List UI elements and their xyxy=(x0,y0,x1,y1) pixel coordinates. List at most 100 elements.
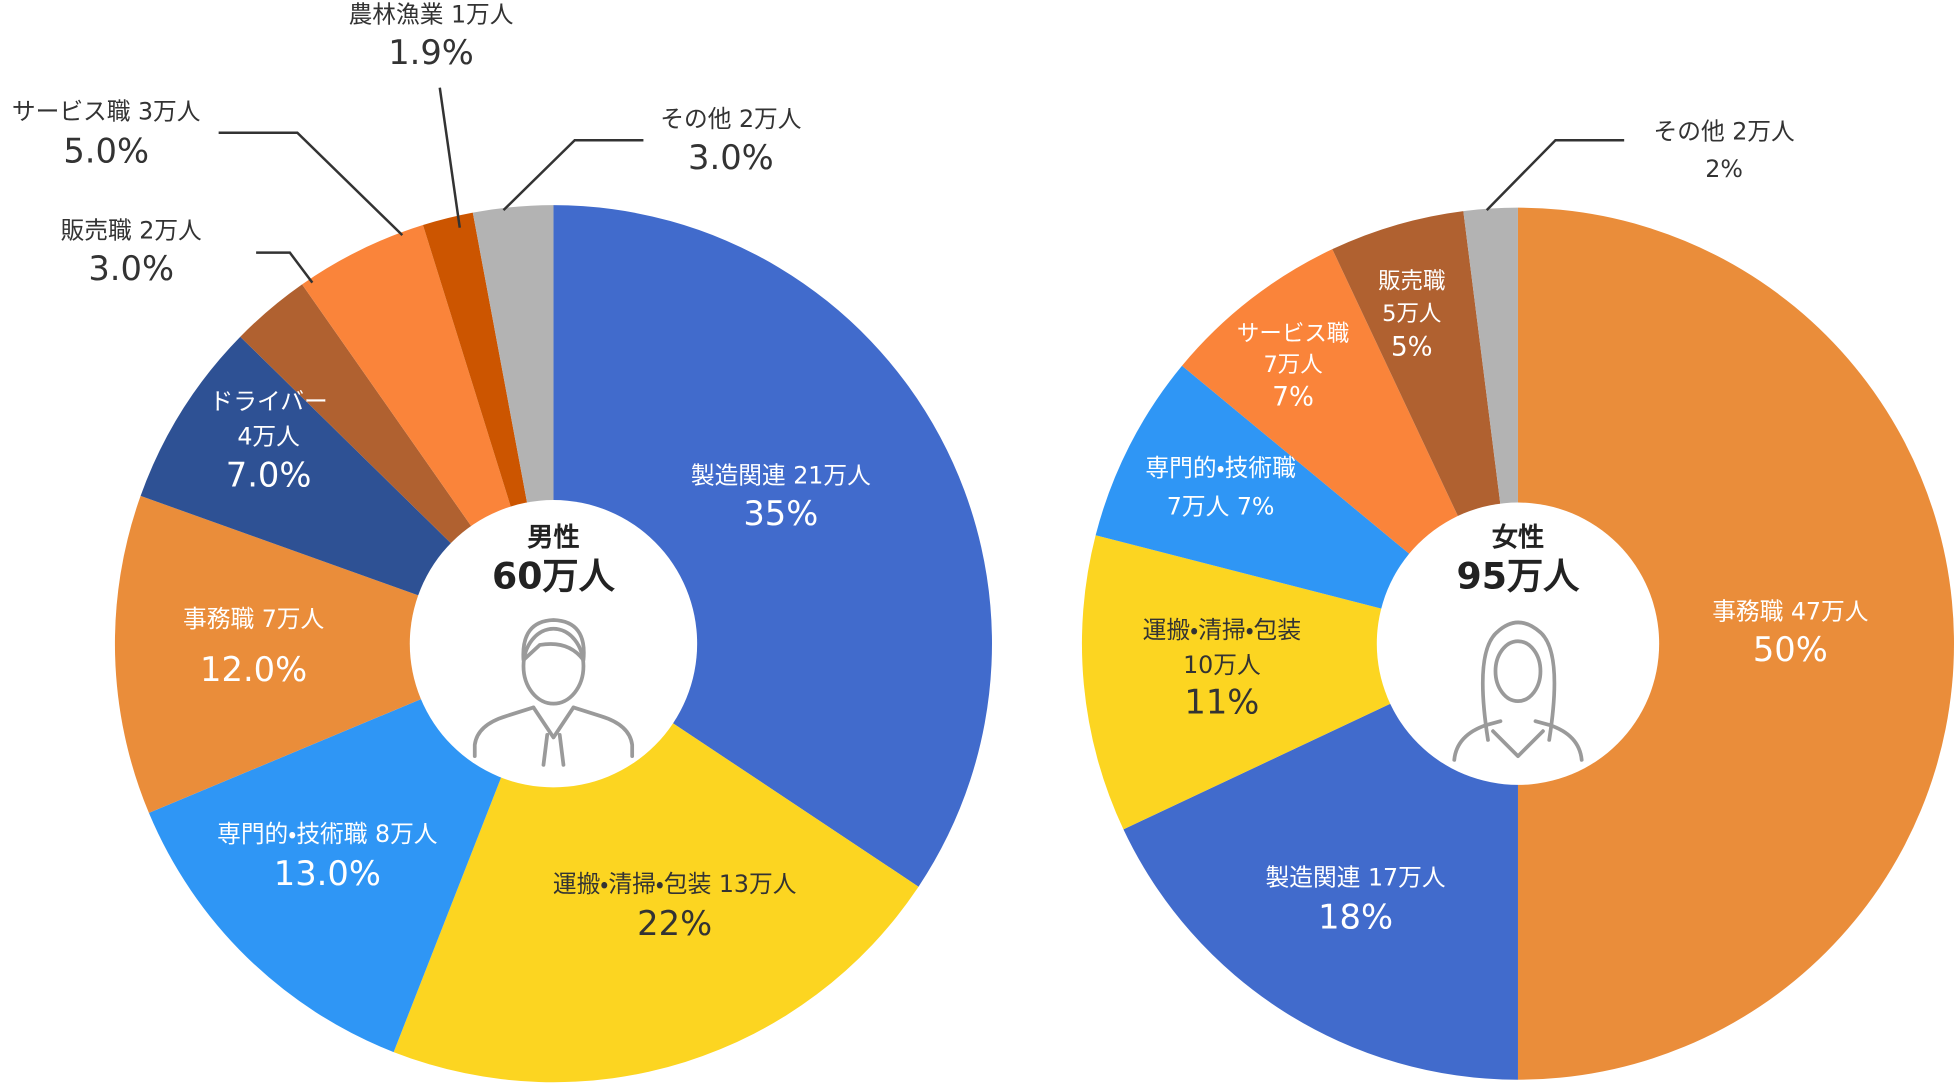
count-label: 4万人 xyxy=(237,422,300,450)
category-label: 事務職 xyxy=(1712,597,1783,625)
slice-label: 1.9% xyxy=(388,32,474,71)
slice-label: 3.0% xyxy=(688,137,774,176)
slice-label: 5万人 xyxy=(1382,300,1441,326)
slice-label: 7万人 7% xyxy=(1167,492,1275,520)
value-label: 11% xyxy=(1184,682,1259,721)
slice-label: 7% xyxy=(1272,382,1314,412)
value-label: 5% xyxy=(1391,332,1433,362)
slice-label: サービス職 xyxy=(1237,320,1349,346)
value-label: 2% xyxy=(1705,155,1743,183)
value-label: 35% xyxy=(743,494,818,533)
slice-label: 11% xyxy=(1184,682,1259,721)
count-label: 47万人 xyxy=(1791,597,1869,625)
pie-women xyxy=(1081,207,1955,1080)
value-label: 1.9% xyxy=(388,32,474,71)
value-label: 5.0% xyxy=(63,131,149,170)
slice-label: 5% xyxy=(1391,332,1433,362)
count-label: 7万人 xyxy=(1263,352,1322,378)
woman-icon xyxy=(1452,620,1584,762)
count-label: 10万人 xyxy=(1183,651,1261,679)
count-label: 2万人 xyxy=(739,105,802,133)
slice-label: 7.0% xyxy=(226,455,312,494)
value-label: 18% xyxy=(1318,897,1393,936)
category-label: 事務職 xyxy=(183,604,254,632)
slice-label: 販売職 2万人 xyxy=(61,216,202,244)
value-label: 7% xyxy=(1237,492,1275,520)
category-label: 運搬・清掃・包装 xyxy=(1143,616,1301,644)
pie-slice xyxy=(1123,643,1518,1080)
category-label: ドライバー xyxy=(210,387,328,415)
value-label: 3.0% xyxy=(88,249,174,288)
slice-label: 35% xyxy=(743,494,818,533)
slice-label: 製造関連 21万人 xyxy=(691,461,871,489)
value-label: 22% xyxy=(637,903,712,942)
leader-line xyxy=(1485,138,1625,212)
category-label: その他 xyxy=(660,105,731,133)
slice-label: 22% xyxy=(637,903,712,942)
slice-label: その他 2万人 xyxy=(660,105,801,133)
slice-label: サービス職 3万人 xyxy=(12,97,201,125)
count-label: 2万人 xyxy=(139,216,202,244)
slice-label: その他 2万人 xyxy=(1654,117,1795,145)
center-hole xyxy=(1376,502,1660,785)
count-label: 7万人 xyxy=(262,604,325,632)
count-label: 3万人 xyxy=(138,97,201,125)
category-label: 専門的・技術職 xyxy=(1145,453,1295,481)
leader-line xyxy=(218,131,404,237)
slice-label: 2% xyxy=(1705,155,1743,183)
category-label: 販売職 xyxy=(1378,268,1445,294)
pie-slice xyxy=(114,495,554,813)
man-icon xyxy=(472,618,635,767)
slice-label: 専門的・技術職 xyxy=(1145,453,1295,481)
leader-line xyxy=(502,138,644,212)
slice-label: 50% xyxy=(1753,630,1828,669)
slice-label: 5.0% xyxy=(63,131,149,170)
slice-label: 製造関連 17万人 xyxy=(1266,863,1446,891)
pie-slice xyxy=(1081,535,1518,830)
count-label: 1万人 xyxy=(451,0,514,28)
category-label: サービス職 xyxy=(1237,320,1349,346)
category-label: 製造関連 xyxy=(1266,863,1361,891)
value-label: 50% xyxy=(1753,630,1828,669)
center-title: 女性 xyxy=(1492,523,1544,553)
slice-label: 農林漁業 1万人 xyxy=(349,0,514,28)
slice-label: 10万人 xyxy=(1183,651,1261,679)
slice-label: 事務職 7万人 xyxy=(183,604,324,632)
center-value: 95万人 xyxy=(1457,555,1581,598)
slice-label: 3.0% xyxy=(88,249,174,288)
center-title: 男性 xyxy=(527,523,579,553)
center-value: 60万人 xyxy=(492,555,616,598)
count-label: 7万人 xyxy=(1167,492,1230,520)
category-label: その他 xyxy=(1654,117,1725,145)
value-label: 7% xyxy=(1272,382,1314,412)
category-label: 運搬・清掃・包装 xyxy=(553,869,711,897)
count-label: 8万人 xyxy=(375,819,438,847)
count-label: 21万人 xyxy=(793,461,871,489)
count-label: 5万人 xyxy=(1382,300,1441,326)
value-label: 7.0% xyxy=(226,455,312,494)
count-label: 2万人 xyxy=(1732,117,1795,145)
pie-slice xyxy=(1517,207,1955,1080)
leader-line xyxy=(438,87,462,228)
slice-label: 7万人 xyxy=(1263,352,1322,378)
slice-label: 4万人 xyxy=(237,422,300,450)
slice-label: 販売職 xyxy=(1378,268,1445,294)
slice-label: 専門的・技術職 8万人 xyxy=(217,819,438,847)
slice-label: 事務職 47万人 xyxy=(1712,597,1869,625)
category-label: サービス職 xyxy=(12,97,131,125)
count-label: 13万人 xyxy=(719,869,797,897)
category-label: 専門的・技術職 xyxy=(217,819,367,847)
category-label: 農林漁業 xyxy=(349,0,444,28)
count-label: 17万人 xyxy=(1368,863,1446,891)
leader-line xyxy=(256,251,314,284)
value-label: 3.0% xyxy=(688,137,774,176)
slice-label: 運搬・清掃・包装 xyxy=(1143,616,1301,644)
category-label: 製造関連 xyxy=(691,461,786,489)
slice-label: 12.0% xyxy=(200,650,307,689)
slice-label: 13.0% xyxy=(274,853,381,892)
value-label: 13.0% xyxy=(274,853,381,892)
slice-label: 運搬・清掃・包装 13万人 xyxy=(553,869,797,897)
slice-label: ドライバー xyxy=(210,387,328,415)
pie-slice xyxy=(148,643,554,1053)
